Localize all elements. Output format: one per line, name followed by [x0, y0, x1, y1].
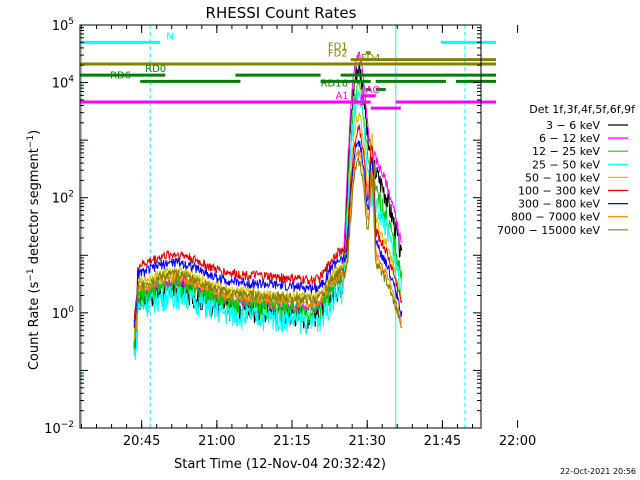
x-tick-label: 21:45 [424, 434, 461, 449]
series-line [133, 140, 403, 328]
ylabel-end: ) [27, 130, 42, 135]
flag-label: RD6 [110, 70, 131, 81]
y-tick-label: 104 [52, 75, 75, 92]
footer-date: 22-Oct-2021 20:56 [560, 467, 636, 476]
series-line [133, 90, 403, 361]
flag-label: FD4 [361, 53, 381, 64]
flag-label: N [166, 31, 173, 42]
chart-title: RHESSI Count Rates [206, 4, 357, 22]
y-tick-label: 102 [52, 190, 74, 207]
legend-label: 25 − 50 keV [532, 158, 600, 171]
legend-label: 800 − 7000 keV [511, 211, 600, 224]
flag-label: A1 [335, 91, 348, 102]
flag-label: A3 [352, 97, 365, 108]
legend-label: 6 − 12 keV [539, 132, 600, 145]
series-line [133, 124, 403, 323]
y-tick-label: 10−2 [44, 420, 74, 437]
legend-label: 7000 − 15000 keV [497, 224, 600, 237]
legend-label: 50 − 100 keV [525, 171, 600, 184]
plot-area [80, 25, 481, 428]
flag-label: FD1 [328, 42, 348, 53]
x-tick-label: 21:00 [198, 434, 235, 449]
x-axis-label: Start Time (12-Nov-04 20:32:42) [174, 457, 386, 472]
x-tick-label: 22:00 [499, 434, 536, 449]
y-tick-label: 100 [52, 305, 75, 322]
flag-label: AO [366, 85, 381, 96]
legend-title: Det 1f,3f,4f,5f,6f,9f [529, 103, 636, 116]
ylabel-main: Count Rate (s [27, 281, 42, 370]
legend-label: 100 − 300 keV [518, 185, 600, 198]
ylabel-sup2: −1 [26, 135, 36, 148]
x-tick-label: 21:15 [273, 434, 310, 449]
x-tick-label: 20:45 [123, 434, 160, 449]
legend-label: 3 − 6 keV [546, 119, 600, 132]
ylabel-sup1: −1 [26, 268, 36, 281]
x-tick-label: 21:30 [348, 434, 385, 449]
axes: 20:45 21:00 21:15 21:30 21:45 22:00 10−2 100 102… [44, 17, 536, 449]
series-line [133, 80, 403, 351]
y-axis-label: Count Rate (s−1 detector segment−1) [26, 130, 42, 370]
y-tick-label: 105 [52, 17, 74, 34]
plot-frame [79, 24, 482, 429]
plot-background [80, 25, 481, 428]
ylabel-mid: detector segment [27, 148, 42, 268]
series-line [133, 156, 403, 336]
legend-label: 300 − 800 keV [518, 198, 600, 211]
legend-label: 12 − 25 keV [532, 145, 600, 158]
flag-label: RD16 [321, 78, 348, 89]
series-curves [133, 51, 403, 361]
flag-label: RD0 [145, 64, 166, 75]
flag-label: FD2 [328, 49, 348, 60]
